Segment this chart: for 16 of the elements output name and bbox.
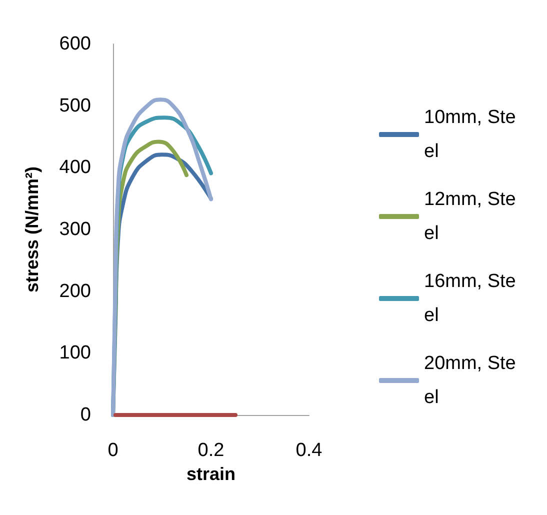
y-tick-label: 100 [59, 342, 91, 364]
y-tick-label: 600 [59, 34, 91, 54]
x-tick-label: 0 [108, 440, 118, 461]
x-tick-label: 0.4 [296, 440, 323, 461]
legend-label: 16mm, Steel [424, 271, 516, 326]
x-axis-title: strain [186, 464, 236, 484]
y-tick-label: 300 [59, 219, 91, 240]
legend-label: 20mm, Steel [424, 353, 516, 408]
y-tick-label: 500 [59, 95, 91, 116]
legend-label: 10mm, Steel [424, 107, 516, 162]
y-tick-label: 200 [59, 280, 91, 302]
x-tick-label: 0.2 [198, 440, 224, 461]
y-tick-label: 0 [80, 404, 91, 426]
legend-label: 12mm, Steel [424, 189, 516, 244]
y-tick-label: 400 [59, 157, 91, 178]
y-axis-title: stress (N/mm²) [22, 166, 42, 293]
